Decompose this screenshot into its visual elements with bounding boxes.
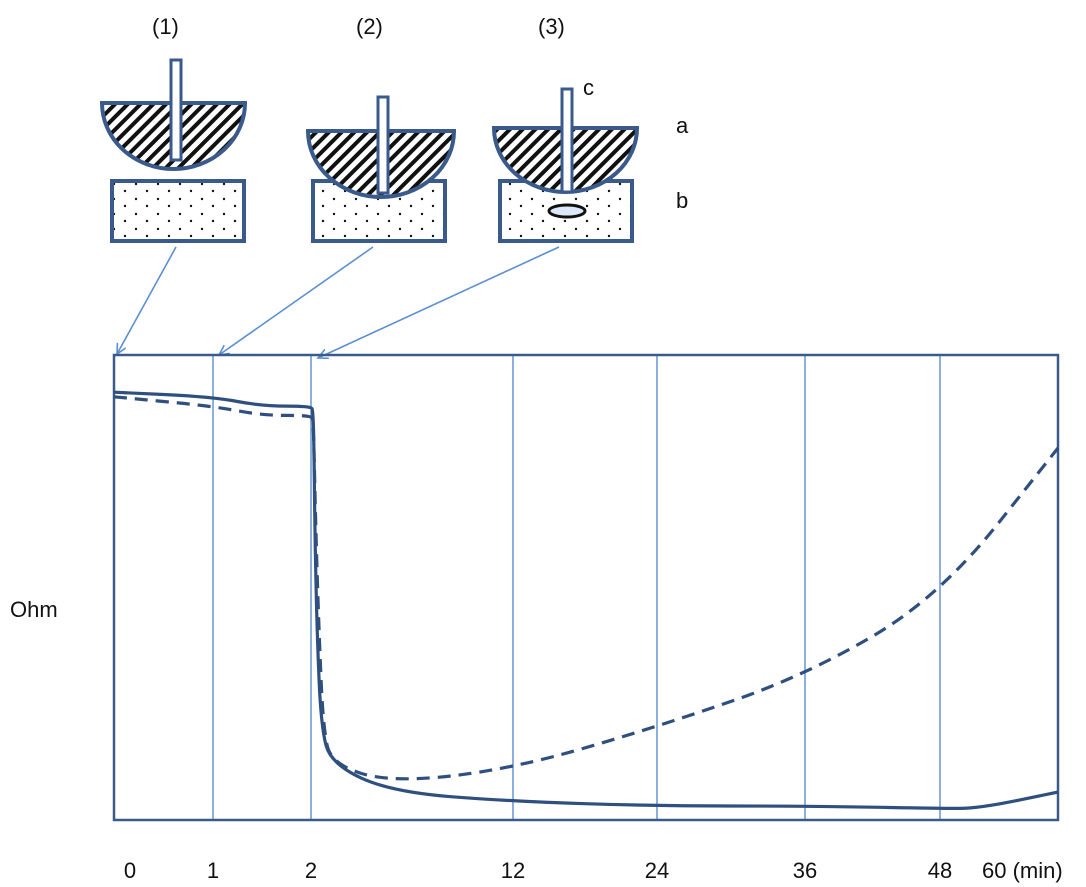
x-tick-label: 48: [928, 858, 952, 883]
probe-c-stage-2: [376, 95, 390, 195]
stage-label-2: (2): [356, 14, 383, 39]
series-solid-line: [113, 390, 1059, 810]
part-label-a: a: [676, 113, 689, 138]
series-dashed-line: [113, 395, 1060, 781]
block-b-stage-1: [110, 179, 246, 243]
x-tick-label: 2: [305, 858, 317, 883]
x-tick-label: 36: [793, 858, 817, 883]
y-axis-label: Ohm: [10, 597, 58, 622]
x-tick-label: 12: [501, 858, 525, 883]
arrow-stage-2: [219, 246, 374, 355]
contact-zone: [547, 203, 587, 219]
stage-1-diagram: [99, 58, 248, 243]
x-tick-label: 1: [207, 858, 219, 883]
stage-3-diagram: [491, 87, 640, 243]
x-tick-label: 60 (min): [982, 858, 1063, 883]
x-tick-label: 0: [124, 858, 136, 883]
part-label-b: b: [676, 188, 688, 213]
arrow-stage-1: [117, 246, 177, 354]
arrow-stage-3: [318, 246, 560, 358]
probe-c-stage-3: [560, 87, 574, 194]
resistance-chart: Ohm 0 1 2 12 24 36 48 60 (min): [10, 353, 1063, 883]
stage-2-diagram: [305, 95, 457, 243]
stage-label-3: (3): [538, 14, 565, 39]
x-tick-label: 24: [645, 858, 669, 883]
plot-frame: [112, 353, 1060, 822]
x-tick-labels: 0 1 2 12 24 36 48 60 (min): [124, 858, 1063, 883]
probe-c-stage-1: [169, 58, 183, 162]
gridlines: [212, 355, 941, 820]
part-label-c: c: [583, 75, 594, 100]
stage-label-1: (1): [152, 14, 179, 39]
